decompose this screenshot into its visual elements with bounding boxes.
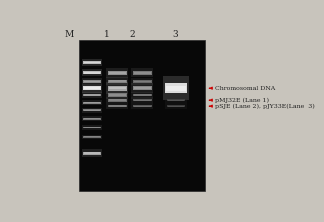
Bar <box>84 136 100 138</box>
Bar <box>131 91 154 99</box>
Bar <box>134 94 151 96</box>
Text: 1: 1 <box>104 30 110 39</box>
Bar <box>84 72 100 73</box>
Bar <box>82 69 102 77</box>
Bar <box>133 86 152 90</box>
Bar <box>131 68 154 77</box>
Bar <box>108 99 126 101</box>
Bar <box>106 103 128 109</box>
Bar <box>133 80 152 83</box>
Bar <box>134 105 151 107</box>
Bar <box>108 105 126 107</box>
Bar <box>133 93 152 97</box>
Text: pSJE (Lane 2), pJY33E(Lane  3): pSJE (Lane 2), pJY33E(Lane 3) <box>209 103 315 109</box>
Bar <box>84 86 100 90</box>
Bar <box>165 97 187 103</box>
Bar <box>168 106 184 107</box>
Bar <box>133 105 152 107</box>
Bar <box>84 110 100 111</box>
Bar <box>106 82 128 94</box>
Bar <box>84 127 100 129</box>
Bar <box>106 91 128 99</box>
Bar <box>134 72 151 74</box>
Bar <box>106 97 128 103</box>
Bar <box>131 103 154 109</box>
Bar <box>84 152 100 154</box>
Bar <box>84 81 100 82</box>
Bar <box>84 102 100 103</box>
Bar <box>109 99 126 101</box>
Bar <box>133 99 152 101</box>
Bar <box>108 86 126 91</box>
Bar <box>109 94 126 96</box>
Bar <box>109 81 126 82</box>
Text: 3: 3 <box>172 30 178 39</box>
Text: pMJ32E (Lane 1): pMJ32E (Lane 1) <box>209 97 269 103</box>
Bar <box>109 87 126 89</box>
Bar <box>109 72 126 74</box>
Bar <box>106 77 128 85</box>
Bar <box>131 78 154 85</box>
Bar <box>134 81 151 82</box>
Text: M: M <box>65 30 74 39</box>
Bar <box>82 125 102 130</box>
Bar <box>108 93 126 97</box>
Bar <box>84 102 100 104</box>
Bar <box>79 40 205 191</box>
Bar <box>82 149 102 157</box>
Bar <box>166 83 187 93</box>
Bar <box>168 99 184 101</box>
Text: Chromosomal DNA: Chromosomal DNA <box>209 86 275 91</box>
Bar <box>84 152 100 155</box>
Bar <box>108 71 126 75</box>
Bar <box>163 76 189 101</box>
Bar <box>82 78 102 84</box>
Bar <box>82 135 102 139</box>
Bar <box>134 87 151 89</box>
Bar <box>108 80 126 83</box>
Bar <box>84 61 100 64</box>
Bar <box>167 105 185 107</box>
Bar <box>82 92 102 98</box>
Bar <box>84 118 100 119</box>
Bar <box>82 59 102 66</box>
Bar <box>167 99 185 101</box>
Bar <box>82 100 102 105</box>
Bar <box>82 116 102 121</box>
Text: 2: 2 <box>129 30 135 39</box>
Bar <box>84 109 100 111</box>
Bar <box>106 68 128 78</box>
Bar <box>82 108 102 113</box>
Bar <box>131 97 154 103</box>
Bar <box>84 87 100 89</box>
Bar <box>84 80 100 83</box>
Bar <box>131 83 154 93</box>
Bar <box>134 99 151 101</box>
Bar <box>84 118 100 120</box>
Bar <box>133 71 152 75</box>
Bar <box>84 127 100 128</box>
Bar <box>84 71 100 74</box>
Bar <box>109 105 126 107</box>
Bar <box>84 94 100 96</box>
Bar <box>165 103 187 109</box>
Bar <box>84 94 100 96</box>
Bar <box>82 84 102 93</box>
Bar <box>84 62 100 63</box>
Bar <box>167 86 186 91</box>
